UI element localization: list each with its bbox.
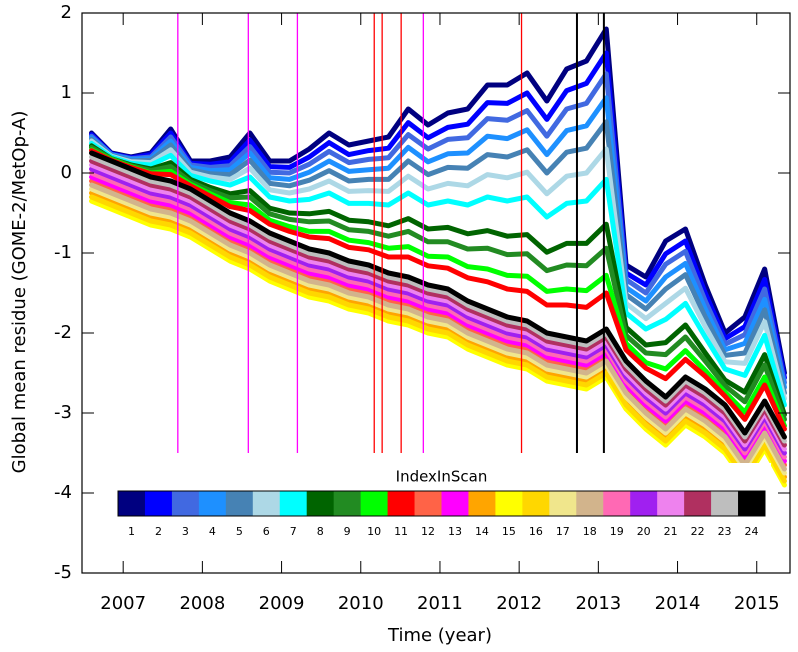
- legend-swatch: [522, 491, 550, 516]
- legend-swatch: [468, 491, 496, 516]
- legend-label: 5: [236, 525, 243, 538]
- legend-label: 3: [182, 525, 189, 538]
- series-line: [89, 119, 787, 396]
- series-line: [89, 154, 787, 444]
- legend-label: 20: [637, 525, 651, 538]
- x-tick-label: 2010: [338, 593, 384, 614]
- legend-swatch: [306, 491, 335, 516]
- legend-label: 8: [317, 525, 324, 538]
- legend-swatch: [414, 491, 442, 516]
- legend-swatch: [171, 491, 200, 516]
- legend-label: 10: [367, 525, 381, 538]
- x-tick-label: 2013: [575, 593, 621, 614]
- legend-label: 17: [556, 525, 570, 538]
- series-line: [89, 194, 787, 484]
- legend-label: 16: [529, 525, 543, 538]
- legend-swatch: [333, 491, 362, 516]
- x-tick-label: 2014: [655, 593, 701, 614]
- legend-swatch: [198, 491, 227, 516]
- legend-swatch: [144, 491, 173, 516]
- series-line: [89, 186, 787, 476]
- y-tick-label: 1: [61, 82, 72, 103]
- x-tick-label: 2012: [496, 593, 542, 614]
- legend-frame: [117, 490, 766, 517]
- legend-label: 7: [290, 525, 297, 538]
- legend-label: 23: [718, 525, 732, 538]
- legend-swatch: [360, 491, 389, 516]
- y-tick-label: -3: [54, 402, 72, 423]
- series-line: [89, 170, 787, 460]
- legend-label: 6: [263, 525, 270, 538]
- series-line: [89, 148, 787, 432]
- series-line: [89, 198, 787, 488]
- y-tick-label: -5: [54, 562, 72, 583]
- series-line: [89, 162, 787, 452]
- legend-label: 15: [502, 525, 516, 538]
- legend-label: 18: [583, 525, 597, 538]
- legend-swatch: [576, 491, 604, 516]
- y-tick-label: 0: [61, 162, 72, 183]
- y-axis-title: Global mean residue (GOME-2/MetOp-A): [9, 111, 30, 474]
- legend-swatch: [387, 491, 416, 516]
- legend-swatch: [603, 491, 631, 516]
- series-line: [89, 190, 787, 480]
- series-line: [89, 140, 787, 408]
- series-line: [89, 166, 787, 456]
- series-line: [89, 50, 787, 381]
- legend-label: 13: [448, 525, 462, 538]
- legend-label: 21: [664, 525, 678, 538]
- x-tick-label: 2011: [417, 593, 463, 614]
- series-line: [89, 144, 787, 422]
- legend-swatch: [495, 491, 523, 516]
- legend-label: 24: [745, 525, 759, 538]
- legend-swatch: [441, 491, 469, 516]
- series-line: [89, 143, 787, 418]
- legend-swatch: [549, 491, 577, 516]
- legend-title: IndexInScan: [396, 468, 488, 486]
- x-tick-label: 2007: [100, 593, 146, 614]
- series-line: [89, 158, 787, 448]
- series-line: [89, 182, 787, 472]
- legend-swatch: [252, 491, 281, 516]
- legend-label: 4: [209, 525, 216, 538]
- series-line: [89, 71, 787, 386]
- series-line: [89, 150, 787, 440]
- legend-label: 11: [394, 525, 408, 538]
- legend-label: 22: [691, 525, 705, 538]
- series-line: [89, 95, 787, 390]
- x-tick-label: 2008: [179, 593, 225, 614]
- y-tick-label: 2: [61, 2, 72, 23]
- legend-swatch: [225, 491, 254, 516]
- legend-label: 12: [421, 525, 435, 538]
- plot-frame: [81, 12, 791, 574]
- legend-label: 9: [344, 525, 351, 538]
- legend-swatch: [657, 491, 685, 516]
- legend-swatch: [279, 491, 308, 516]
- legend-swatch: [684, 491, 712, 516]
- series-line: [89, 26, 787, 376]
- legend-label: 2: [155, 525, 162, 538]
- legend-label: 14: [475, 525, 489, 538]
- series-line: [89, 174, 787, 464]
- legend-swatch: [738, 491, 766, 516]
- legend-swatch: [711, 491, 739, 516]
- x-tick-label: 2009: [259, 593, 305, 614]
- x-tick-label: 2015: [734, 593, 780, 614]
- legend-label: 1: [128, 525, 135, 538]
- y-tick-label: -2: [54, 322, 72, 343]
- series-line: [89, 138, 787, 402]
- y-tick-label: -1: [54, 242, 72, 263]
- legend-swatch: [118, 491, 146, 516]
- legend-label: 19: [610, 525, 624, 538]
- legend-swatch: [630, 491, 658, 516]
- series-line: [89, 178, 787, 468]
- x-axis-title: Time (year): [387, 625, 492, 646]
- y-tick-label: -4: [54, 482, 72, 503]
